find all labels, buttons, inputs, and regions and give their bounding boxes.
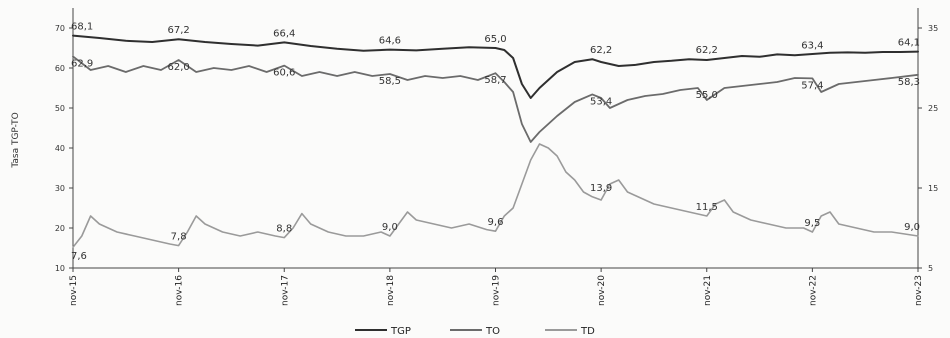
x-tick-label: nov-21 xyxy=(703,275,713,306)
legend-label-to: TO xyxy=(485,326,500,337)
data-label-td: 9,5 xyxy=(804,218,820,229)
y-tick-label: 50 xyxy=(55,104,65,113)
data-label-tgp: 68,1 xyxy=(71,22,93,33)
data-label-tgp: 66,4 xyxy=(273,28,295,39)
y-tick-label: 60 xyxy=(55,64,65,73)
data-label-td: 7,8 xyxy=(171,232,187,243)
data-labels: 68,1 67,2 66,4 64,6 65,0 62,2 62,2 63,4 64,1 62,9… xyxy=(71,22,920,263)
legend-label-tgp: TGP xyxy=(390,326,411,337)
data-label-td: 9,6 xyxy=(488,217,504,228)
x-tick-label: nov-20 xyxy=(597,275,607,306)
data-label-tgp: 63,4 xyxy=(801,40,823,51)
x-tick-label: nov-17 xyxy=(280,275,290,306)
y-tick-label: 70 xyxy=(55,24,65,33)
data-label-to: 62,9 xyxy=(71,58,93,69)
data-label-tgp: 62,2 xyxy=(590,45,612,56)
y-tick-label: 20 xyxy=(55,224,65,233)
x-tick-label: nov-19 xyxy=(492,275,502,306)
data-label-to: 62,0 xyxy=(167,62,189,73)
data-label-tgp: 65,0 xyxy=(484,34,506,45)
y-tick-label: 10 xyxy=(55,264,65,273)
x-tick-label: nov-23 xyxy=(914,275,924,306)
legend-label-td: TD xyxy=(580,326,595,337)
data-label-tgp: 62,2 xyxy=(696,45,718,56)
data-label-to: 58,3 xyxy=(898,77,920,88)
data-label-td: 8,8 xyxy=(276,224,292,235)
data-label-tgp: 67,2 xyxy=(167,25,189,36)
data-label-to: 55,0 xyxy=(696,90,718,101)
data-label-to: 58,7 xyxy=(484,75,506,86)
x-tick-label: nov-22 xyxy=(808,275,818,306)
x-tick-label: nov-15 xyxy=(69,275,79,306)
data-label-td: 9,0 xyxy=(382,222,398,233)
x-tick-label: nov-16 xyxy=(175,275,185,306)
data-label-td: 13,9 xyxy=(590,183,612,194)
data-label-td: 9,0 xyxy=(904,222,920,233)
data-label-tgp: 64,6 xyxy=(379,36,401,47)
series-line-td xyxy=(72,143,919,248)
y2-tick-label: 25 xyxy=(928,104,938,113)
y-tick-label: 40 xyxy=(55,144,65,153)
y-tick-label: 30 xyxy=(55,184,65,193)
data-label-to: 58,5 xyxy=(379,76,401,87)
series-line-to xyxy=(72,55,919,143)
data-label-tgp: 64,1 xyxy=(898,38,920,49)
data-label-to: 53,4 xyxy=(590,96,612,107)
y2-tick-label: 5 xyxy=(928,264,933,273)
data-label-td: 11,5 xyxy=(696,202,718,213)
y2-tick-label: 35 xyxy=(928,24,938,33)
series-lines xyxy=(72,34,919,248)
data-label-td: 7,6 xyxy=(71,251,87,262)
series-line-tgp xyxy=(72,34,919,99)
legend: TGP TO TD xyxy=(355,326,595,337)
data-label-to: 60,6 xyxy=(273,68,295,79)
x-tick-label: nov-18 xyxy=(386,275,396,306)
y2-tick-label: 15 xyxy=(928,184,938,193)
axes: 10 20 30 40 50 60 70 5 15 25 35 nov-15 nov-16 nov-17 n… xyxy=(55,8,938,306)
data-label-to: 57,4 xyxy=(801,80,823,91)
y-axis-label: Tasa TGP-TO xyxy=(11,112,21,168)
